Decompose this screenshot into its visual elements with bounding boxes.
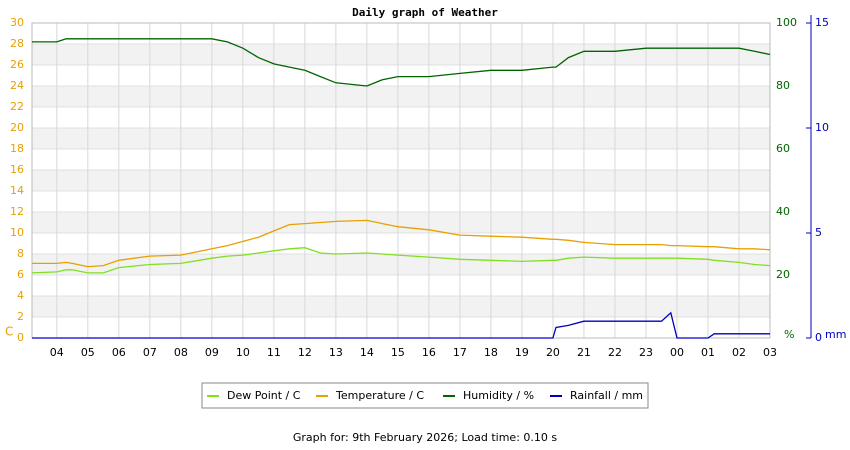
series-line <box>32 38 771 87</box>
grid-band <box>32 86 770 107</box>
y-tick-label: 26 <box>10 58 24 71</box>
y-tick-label: 30 <box>10 16 24 29</box>
y2-tick-label: 100 <box>776 16 797 29</box>
x-tick-label: 18 <box>484 346 498 359</box>
y-tick-label: 28 <box>10 37 24 50</box>
y3-tick-label: 5 <box>815 226 822 239</box>
legend-box <box>201 382 649 409</box>
x-tick-label: 08 <box>174 346 188 359</box>
y-tick-label: 16 <box>10 163 24 176</box>
y-tick-label: 2 <box>17 310 24 323</box>
y-tick-label: 8 <box>17 247 24 260</box>
x-tick-label: 00 <box>670 346 684 359</box>
x-tick-label: 12 <box>298 346 312 359</box>
x-tick-label: 04 <box>50 346 64 359</box>
grid-band <box>32 44 770 65</box>
legend-label: Temperature / C <box>335 389 424 402</box>
y-tick-label: 22 <box>10 100 24 113</box>
y2-tick-label: 80 <box>776 79 790 92</box>
y2-tick-label: 60 <box>776 142 790 155</box>
x-tick-label: 21 <box>577 346 591 359</box>
legend-label: Rainfall / mm <box>570 389 643 402</box>
y-tick-label: 0 <box>17 331 24 344</box>
x-tick-label: 20 <box>546 346 560 359</box>
series-line <box>32 219 771 268</box>
x-tick-label: 07 <box>143 346 157 359</box>
x-tick-label: 02 <box>732 346 746 359</box>
y-axis-unit: C <box>5 325 13 339</box>
x-tick-label: 22 <box>608 346 622 359</box>
y-tick-label: 4 <box>17 289 24 302</box>
y-tick-label: 6 <box>17 268 24 281</box>
x-tick-label: 14 <box>360 346 374 359</box>
x-tick-label: 03 <box>763 346 777 359</box>
x-tick-label: 16 <box>422 346 436 359</box>
y-tick-label: 18 <box>10 142 24 155</box>
x-tick-label: 05 <box>81 346 95 359</box>
y-tick-label: 12 <box>10 205 24 218</box>
x-tick-label: 13 <box>329 346 343 359</box>
y-tick-label: 10 <box>10 226 24 239</box>
y-tick-label: 20 <box>10 121 24 134</box>
y2-tick-label: 40 <box>776 205 790 218</box>
legend-label: Humidity / % <box>463 389 534 402</box>
grid-band <box>32 212 770 233</box>
chart-title: Daily graph of Weather <box>352 6 498 19</box>
y-tick-label: 24 <box>10 79 24 92</box>
x-tick-label: 17 <box>453 346 467 359</box>
y2-axis-unit: % <box>784 328 794 341</box>
series-line <box>32 311 770 339</box>
y-tick-label: 14 <box>10 184 24 197</box>
x-tick-label: 19 <box>515 346 529 359</box>
grid-band <box>32 254 770 275</box>
x-tick-label: 10 <box>236 346 250 359</box>
grid-band <box>32 170 770 191</box>
x-tick-label: 11 <box>267 346 281 359</box>
x-tick-label: 15 <box>391 346 405 359</box>
y3-tick-label: 0 <box>815 331 822 344</box>
y3-tick-label: 10 <box>815 121 829 134</box>
series-line <box>31 247 771 274</box>
x-tick-label: 01 <box>701 346 715 359</box>
x-tick-label: 09 <box>205 346 219 359</box>
y3-tick-label: 15 <box>815 16 829 29</box>
legend-label: Dew Point / C <box>227 389 301 402</box>
x-tick-label: 06 <box>112 346 126 359</box>
grid-band <box>32 128 770 149</box>
footer: Graph for: 9th February 2026; Load time:… <box>293 431 558 444</box>
grid-band <box>32 296 770 317</box>
y3-axis-unit: mm <box>825 328 846 341</box>
y2-tick-label: 20 <box>776 268 790 281</box>
x-tick-label: 23 <box>639 346 653 359</box>
